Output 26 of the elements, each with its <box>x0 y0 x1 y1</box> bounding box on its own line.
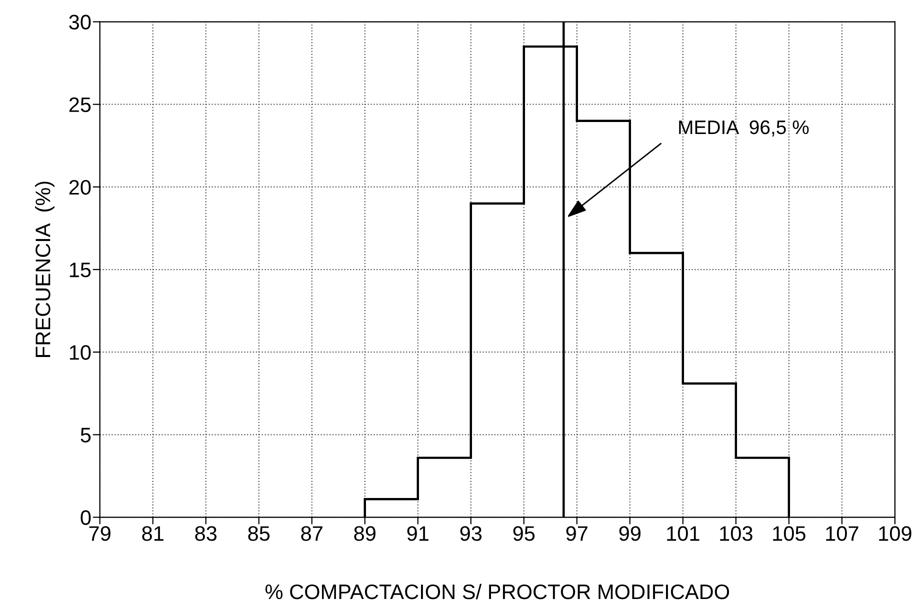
x-axis-title: % COMPACTACION S/ PROCTOR MODIFICADO <box>265 584 730 600</box>
x-tick-label: 81 <box>142 526 164 541</box>
x-tick-label: 79 <box>89 526 110 541</box>
y-tick-label: 5 <box>80 428 91 442</box>
x-tick-label: 87 <box>301 526 322 541</box>
x-tick-label: 91 <box>407 526 428 541</box>
y-tick-label: 30 <box>69 14 91 30</box>
x-tick-label: 97 <box>566 526 588 541</box>
y-tick-label: 20 <box>69 180 91 195</box>
ref-line-label: MEDIA 96,5 % <box>679 120 809 136</box>
x-tick-label: 93 <box>460 526 482 541</box>
x-tick-label: 109 <box>879 526 912 541</box>
x-tick-label: 103 <box>720 526 752 541</box>
x-tick-label: 85 <box>248 526 270 541</box>
x-tick-label: 99 <box>619 526 641 541</box>
y-tick-label: 0 <box>80 510 91 526</box>
x-tick-label: 95 <box>513 526 535 541</box>
y-tick-label: 25 <box>69 97 91 112</box>
x-tick-label: 101 <box>667 526 700 541</box>
x-tick-label: 107 <box>826 526 858 541</box>
x-tick-label: 105 <box>773 526 806 541</box>
x-tick-label: 89 <box>354 526 376 541</box>
y-tick-label: 15 <box>70 262 91 278</box>
x-tick-label: 83 <box>195 526 217 541</box>
y-tick-label: 10 <box>70 345 91 360</box>
y-axis-title: FRECUENCIA (%) <box>35 182 54 357</box>
